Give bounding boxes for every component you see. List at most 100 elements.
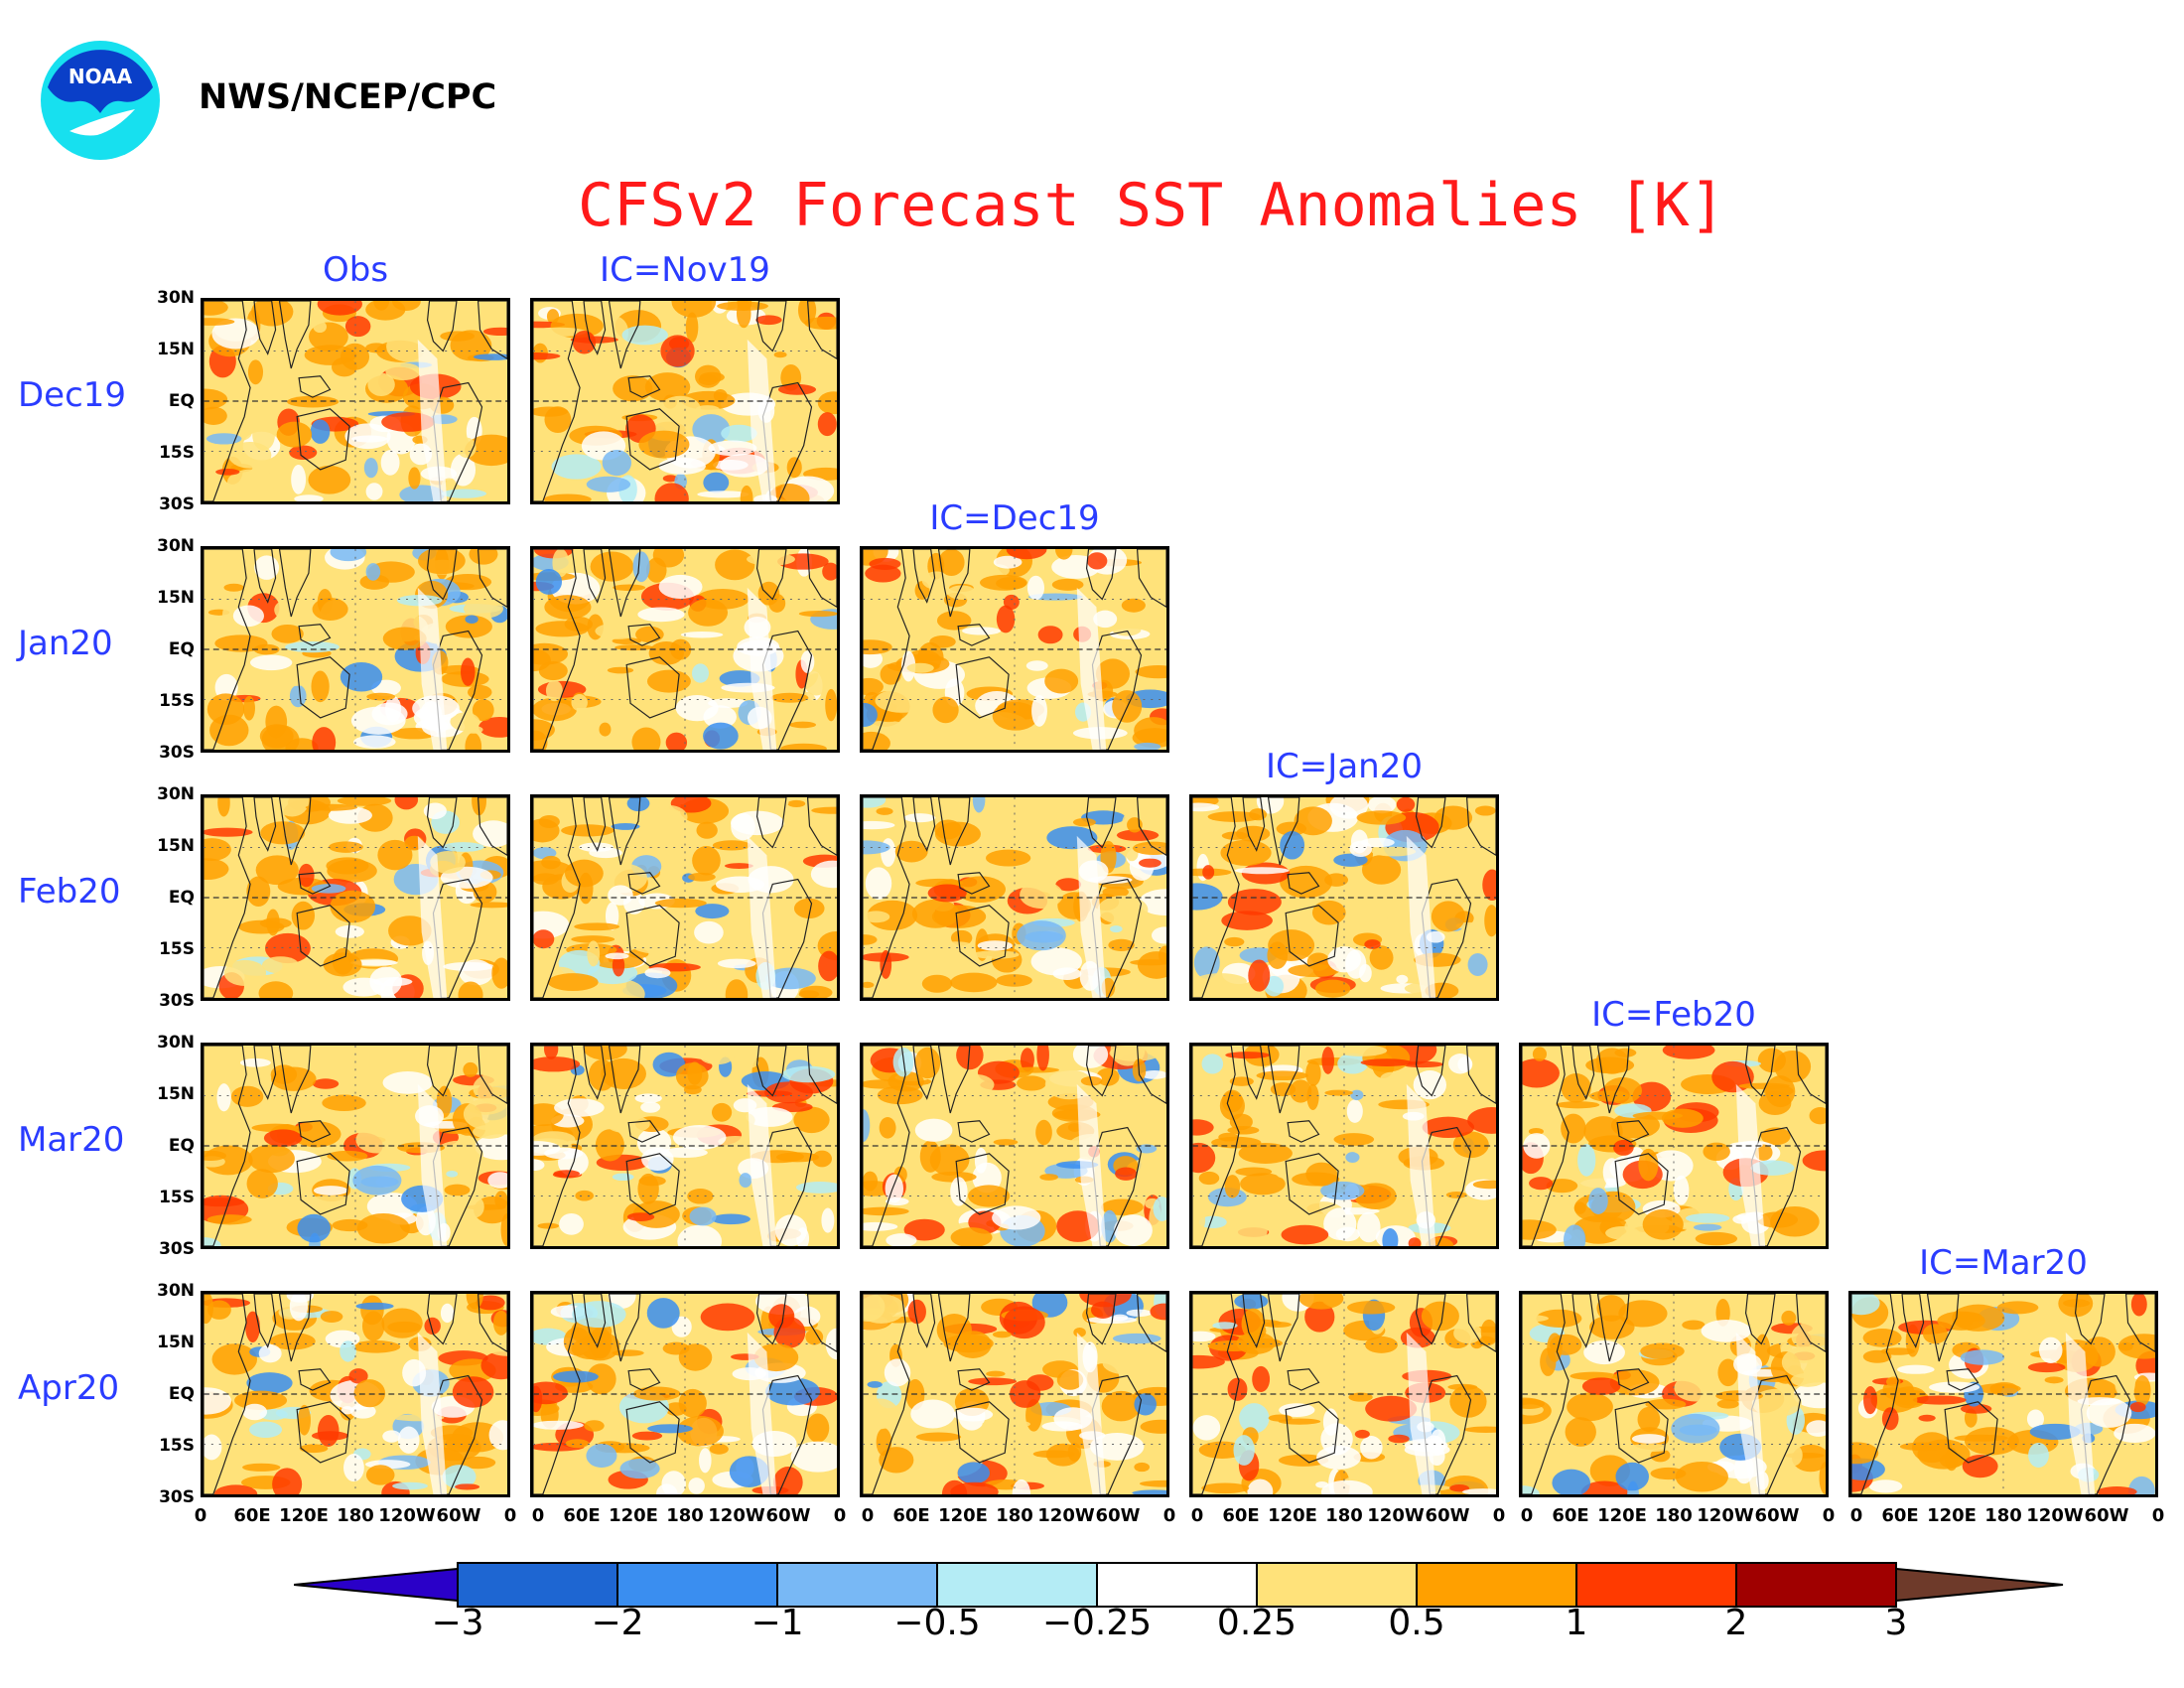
map-panel-feb20-ic-dec19: [860, 794, 1169, 1001]
lon-tick-label: 60W: [765, 1505, 811, 1526]
lat-tick-label: 30S: [159, 991, 195, 1011]
lon-tick-label: 120E: [1268, 1505, 1317, 1526]
colorbar-tick-label: −0.25: [1041, 1603, 1153, 1643]
colorbar-cell: [1096, 1562, 1258, 1608]
map-panel-mar20-ic-nov19: [530, 1043, 840, 1249]
lat-tick-label: 15S: [159, 1188, 195, 1207]
lon-tick-label: 60W: [1425, 1505, 1470, 1526]
lat-tick-label: 15N: [157, 340, 195, 359]
lat-tick-label: EQ: [168, 391, 195, 411]
lon-tick-label: 0: [194, 1505, 207, 1526]
lon-tick-label: 180: [337, 1505, 374, 1526]
lat-tick-label: 30N: [157, 1281, 195, 1301]
row-label: Dec19: [18, 375, 127, 415]
colorbar-tick-label: −2: [591, 1603, 644, 1643]
colorbar-tick-label: 0.5: [1388, 1603, 1445, 1643]
logo-text: NOAA: [68, 65, 133, 88]
colorbar-cell: [616, 1562, 778, 1608]
lon-tick-label: 180: [1325, 1505, 1363, 1526]
colorbar-cell: [1416, 1562, 1577, 1608]
map-panel-jan20-ic-dec19: [860, 546, 1169, 753]
column-label: Obs: [322, 250, 389, 290]
lon-tick-label: 0: [1492, 1505, 1506, 1526]
lat-tick-label: 15S: [159, 939, 195, 959]
colorbar-cell: [936, 1562, 1098, 1608]
lon-tick-label: 120W: [708, 1505, 765, 1526]
lon-tick-label: 60W: [2084, 1505, 2129, 1526]
row-label: Apr20: [18, 1368, 120, 1408]
lon-tick-label: 60W: [1754, 1505, 1800, 1526]
lon-tick-label: 60W: [436, 1505, 481, 1526]
colorbar-tick-label: −1: [751, 1603, 804, 1643]
column-label: IC=Feb20: [1591, 995, 1756, 1035]
lon-tick-label: 0: [1162, 1505, 1176, 1526]
map-panel-apr20-obs: [201, 1291, 510, 1497]
colorbar-cell: [1256, 1562, 1418, 1608]
colorbar-cell: [294, 1567, 459, 1603]
lon-tick-label: 0: [2151, 1505, 2165, 1526]
lon-tick-label: 120E: [1927, 1505, 1977, 1526]
lon-tick-label: 0: [1822, 1505, 1836, 1526]
lon-tick-label: 0: [861, 1505, 875, 1526]
lon-tick-label: 180: [666, 1505, 704, 1526]
colorbar-tick-label: 1: [1565, 1603, 1588, 1643]
lon-tick-label: 120W: [1697, 1505, 1754, 1526]
lon-tick-label: 120W: [1367, 1505, 1425, 1526]
colorbar-cell: [457, 1562, 618, 1608]
lat-tick-label: 30N: [157, 536, 195, 556]
lat-tick-label: EQ: [168, 639, 195, 659]
colorbar-tick-label: 2: [1724, 1603, 1748, 1643]
lon-tick-label: 120E: [279, 1505, 329, 1526]
lon-tick-label: 120E: [609, 1505, 658, 1526]
map-panel-dec19-obs: [201, 298, 510, 504]
lat-tick-label: 30N: [157, 784, 195, 804]
map-panel-dec19-ic-nov19: [530, 298, 840, 504]
lon-tick-label: 0: [1849, 1505, 1863, 1526]
lat-tick-label: 15N: [157, 836, 195, 856]
map-panel-jan20-ic-nov19: [530, 546, 840, 753]
lat-tick-label: EQ: [168, 888, 195, 908]
row-label: Feb20: [18, 872, 121, 912]
lat-tick-label: 15S: [159, 1436, 195, 1456]
lat-tick-label: EQ: [168, 1136, 195, 1156]
column-label: IC=Mar20: [1919, 1243, 2088, 1283]
lat-tick-label: 15S: [159, 443, 195, 463]
lon-tick-label: 0: [1190, 1505, 1204, 1526]
colorbar-cell: [1575, 1562, 1737, 1608]
colorbar-cell: [776, 1562, 938, 1608]
lat-tick-label: 30N: [157, 1033, 195, 1053]
colorbar-tick-label: −0.5: [893, 1603, 981, 1643]
lat-tick-label: 15S: [159, 691, 195, 711]
map-panel-mar20-ic-feb20: [1519, 1043, 1829, 1249]
lon-tick-label: 0: [503, 1505, 517, 1526]
column-label: IC=Jan20: [1266, 747, 1423, 786]
colorbar-tick-label: −3: [431, 1603, 484, 1643]
lon-tick-label: 120W: [378, 1505, 436, 1526]
lat-tick-label: 30S: [159, 1239, 195, 1259]
column-label: IC=Dec19: [929, 498, 1100, 538]
column-label: IC=Nov19: [600, 250, 770, 290]
map-panel-apr20-ic-dec19: [860, 1291, 1169, 1497]
lon-tick-label: 60E: [892, 1505, 930, 1526]
chart-title: CFSv2 Forecast SST Anomalies [K]: [578, 171, 1725, 240]
map-panel-feb20-obs: [201, 794, 510, 1001]
lat-tick-label: 15N: [157, 588, 195, 608]
row-label: Jan20: [18, 624, 113, 663]
agency-label: NWS/NCEP/CPC: [199, 77, 497, 117]
map-panel-jan20-obs: [201, 546, 510, 753]
lon-tick-label: 180: [1984, 1505, 2022, 1526]
lat-tick-label: 30S: [159, 743, 195, 763]
map-panel-apr20-ic-feb20: [1519, 1291, 1829, 1497]
map-panel-mar20-ic-jan20: [1189, 1043, 1499, 1249]
map-panel-mar20-obs: [201, 1043, 510, 1249]
lon-tick-label: 180: [996, 1505, 1033, 1526]
lat-tick-label: 15N: [157, 1333, 195, 1352]
lon-tick-label: 0: [531, 1505, 545, 1526]
map-panel-feb20-ic-jan20: [1189, 794, 1499, 1001]
lon-tick-label: 120W: [1037, 1505, 1095, 1526]
lon-tick-label: 60E: [1222, 1505, 1260, 1526]
map-panel-apr20-ic-nov19: [530, 1291, 840, 1497]
map-panel-feb20-ic-nov19: [530, 794, 840, 1001]
lon-tick-label: 60E: [1881, 1505, 1919, 1526]
lat-tick-label: 30S: [159, 1487, 195, 1507]
